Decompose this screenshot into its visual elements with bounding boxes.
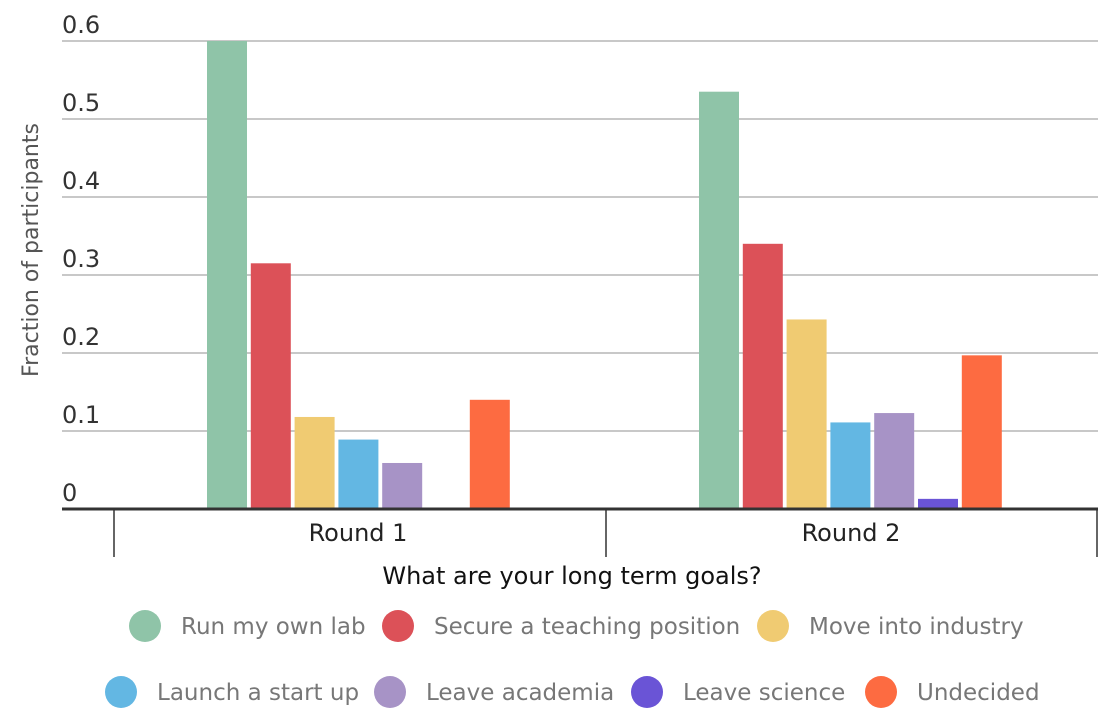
y-tick-label: 0.4 xyxy=(62,167,100,195)
legend-item: Secure a teaching position xyxy=(382,610,740,642)
legend-item: Run my own lab xyxy=(129,610,366,642)
legend-label: Secure a teaching position xyxy=(434,614,740,640)
legend-item: Launch a start up xyxy=(105,676,359,708)
legend-item: Move into industry xyxy=(757,610,1024,642)
legend-label: Leave academia xyxy=(426,680,614,706)
y-tick-label: 0.2 xyxy=(62,323,100,351)
y-tick-label: 0.1 xyxy=(62,401,100,429)
bar-launch-a-start-up-round-1 xyxy=(338,440,378,509)
bar-move-into-industry-round-1 xyxy=(295,417,335,509)
legend-label: Undecided xyxy=(917,680,1040,706)
y-tick-label: 0.5 xyxy=(62,89,100,117)
legend-swatch xyxy=(382,610,414,642)
bar-undecided-round-1 xyxy=(470,400,510,509)
x-tick-label: Round 2 xyxy=(802,519,901,547)
bar-run-my-own-lab-round-2 xyxy=(699,92,739,509)
bar-run-my-own-lab-round-1 xyxy=(207,41,247,509)
bar-leave-academia-round-2 xyxy=(874,413,914,509)
legend-swatch xyxy=(105,676,137,708)
legend-label: Launch a start up xyxy=(157,680,359,706)
legend-swatch xyxy=(865,676,897,708)
y-tick-label: 0.6 xyxy=(62,11,100,39)
legend-item: Leave academia xyxy=(374,676,614,708)
bar-undecided-round-2 xyxy=(962,355,1002,509)
legend-swatch xyxy=(129,610,161,642)
bar-leave-academia-round-1 xyxy=(382,463,422,509)
legend-swatch xyxy=(374,676,406,708)
x-tick-labels: Round 1 Round 2 xyxy=(309,519,901,547)
legend-item: Leave science xyxy=(631,676,845,708)
y-tick-label: 0.3 xyxy=(62,245,100,273)
y-tick-label: 0 xyxy=(62,479,77,507)
legend-swatch xyxy=(631,676,663,708)
x-axis xyxy=(62,509,1098,557)
x-tick-label: Round 1 xyxy=(309,519,408,547)
bar-secure-a-teaching-position-round-2 xyxy=(743,244,783,509)
legend-item: Undecided xyxy=(865,676,1040,708)
bar-leave-science-round-2 xyxy=(918,499,958,509)
y-tick-labels: 0 0.1 0.2 0.3 0.4 0.5 0.6 xyxy=(62,11,100,507)
legend: Run my own lab Secure a teaching position… xyxy=(105,610,1040,708)
y-axis-label: Fraction of participants xyxy=(19,123,44,377)
x-axis-label: What are your long term goals? xyxy=(382,562,761,590)
bar-move-into-industry-round-2 xyxy=(787,319,827,509)
legend-label: Move into industry xyxy=(809,614,1024,640)
legend-label: Leave science xyxy=(683,680,845,706)
bar-secure-a-teaching-position-round-1 xyxy=(251,263,291,509)
legend-swatch xyxy=(757,610,789,642)
bar-launch-a-start-up-round-2 xyxy=(830,422,870,509)
legend-label: Run my own lab xyxy=(181,614,366,640)
